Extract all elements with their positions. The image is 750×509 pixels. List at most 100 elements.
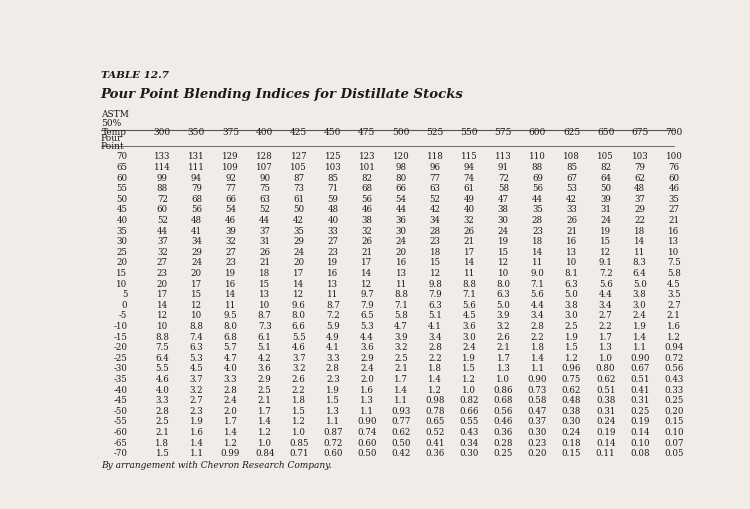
Text: 27: 27 <box>225 247 236 256</box>
Text: 16: 16 <box>225 279 236 288</box>
Text: 1.0: 1.0 <box>462 385 476 394</box>
Text: 66: 66 <box>225 194 236 203</box>
Text: 70: 70 <box>116 152 128 161</box>
Text: 16: 16 <box>395 258 406 267</box>
Text: 1.2: 1.2 <box>224 438 238 447</box>
Text: 21: 21 <box>566 226 577 235</box>
Text: 10: 10 <box>259 300 270 309</box>
Text: 37: 37 <box>634 194 645 203</box>
Text: 17: 17 <box>464 247 475 256</box>
Text: 12: 12 <box>293 290 304 299</box>
Text: 23: 23 <box>157 268 168 277</box>
Text: Point: Point <box>100 142 124 151</box>
Text: 3.5: 3.5 <box>667 290 681 299</box>
Text: 1.1: 1.1 <box>530 363 544 373</box>
Text: 23: 23 <box>532 226 543 235</box>
Text: 77: 77 <box>225 184 236 193</box>
Text: 1.1: 1.1 <box>326 416 340 426</box>
Text: 6.5: 6.5 <box>360 310 374 320</box>
Text: 32: 32 <box>157 247 168 256</box>
Text: 34: 34 <box>191 237 202 246</box>
Text: 24: 24 <box>600 215 611 224</box>
Text: 0.20: 0.20 <box>528 448 548 457</box>
Text: 5.6: 5.6 <box>530 290 544 299</box>
Text: 0.14: 0.14 <box>630 427 650 436</box>
Text: 90: 90 <box>259 173 270 182</box>
Text: 9.5: 9.5 <box>224 310 238 320</box>
Text: 4.4: 4.4 <box>360 332 374 341</box>
Text: 3.4: 3.4 <box>428 332 442 341</box>
Text: 8.0: 8.0 <box>224 321 238 330</box>
Text: 7.3: 7.3 <box>258 321 272 330</box>
Text: 3.7: 3.7 <box>292 353 305 362</box>
Text: 3.3: 3.3 <box>326 353 340 362</box>
Text: 5.5: 5.5 <box>155 363 170 373</box>
Text: 1.2: 1.2 <box>292 416 306 426</box>
Text: 0.77: 0.77 <box>392 416 411 426</box>
Text: 0.90: 0.90 <box>357 416 376 426</box>
Text: 15: 15 <box>600 237 611 246</box>
Text: 58: 58 <box>498 184 509 193</box>
Text: 35: 35 <box>293 226 304 235</box>
Text: 24: 24 <box>395 237 406 246</box>
Text: 425: 425 <box>290 127 308 136</box>
Text: 6.8: 6.8 <box>224 332 238 341</box>
Text: Pour Point Blending Indices for Distillate Stocks: Pour Point Blending Indices for Distilla… <box>100 88 464 101</box>
Text: 82: 82 <box>362 173 373 182</box>
Text: 2.2: 2.2 <box>428 353 442 362</box>
Text: 6.3: 6.3 <box>565 279 578 288</box>
Text: 1.1: 1.1 <box>360 406 374 415</box>
Text: -50: -50 <box>113 406 128 415</box>
Text: 50: 50 <box>116 194 128 203</box>
Text: 111: 111 <box>188 162 205 172</box>
Text: 675: 675 <box>631 127 649 136</box>
Text: 88: 88 <box>157 184 168 193</box>
Text: 0.15: 0.15 <box>664 416 683 426</box>
Text: 3.6: 3.6 <box>463 321 476 330</box>
Text: 17: 17 <box>157 290 168 299</box>
Text: 26: 26 <box>260 247 270 256</box>
Text: 5.3: 5.3 <box>360 321 374 330</box>
Text: 2.4: 2.4 <box>224 395 238 404</box>
Text: 4.1: 4.1 <box>428 321 442 330</box>
Text: 5: 5 <box>122 290 128 299</box>
Text: 0.05: 0.05 <box>664 448 683 457</box>
Text: 0.55: 0.55 <box>460 416 479 426</box>
Text: 1.9: 1.9 <box>190 416 203 426</box>
Text: 0.93: 0.93 <box>392 406 411 415</box>
Text: 1.5: 1.5 <box>326 395 340 404</box>
Text: 0.94: 0.94 <box>664 343 683 352</box>
Text: 27: 27 <box>157 258 168 267</box>
Text: 475: 475 <box>358 127 376 136</box>
Text: 33: 33 <box>566 205 577 214</box>
Text: 0.78: 0.78 <box>425 406 445 415</box>
Text: 16: 16 <box>668 226 680 235</box>
Text: 2.0: 2.0 <box>224 406 238 415</box>
Text: 5.0: 5.0 <box>565 290 578 299</box>
Text: 0.48: 0.48 <box>562 395 581 404</box>
Text: 115: 115 <box>460 152 478 161</box>
Text: 16: 16 <box>327 268 338 277</box>
Text: 20: 20 <box>116 258 128 267</box>
Text: 7.9: 7.9 <box>360 300 374 309</box>
Text: 73: 73 <box>293 184 304 193</box>
Text: 75: 75 <box>260 184 270 193</box>
Text: 2.1: 2.1 <box>667 310 681 320</box>
Text: 2.8: 2.8 <box>530 321 544 330</box>
Text: 7.2: 7.2 <box>598 268 613 277</box>
Text: 3.0: 3.0 <box>565 310 578 320</box>
Text: 450: 450 <box>324 127 341 136</box>
Text: 5.1: 5.1 <box>428 310 442 320</box>
Text: 0.51: 0.51 <box>630 374 650 383</box>
Text: 18: 18 <box>430 247 441 256</box>
Text: 41: 41 <box>190 226 202 235</box>
Text: 10: 10 <box>116 279 128 288</box>
Text: -55: -55 <box>113 416 128 426</box>
Text: 0.90: 0.90 <box>630 353 650 362</box>
Text: 14: 14 <box>225 290 236 299</box>
Text: 1.1: 1.1 <box>633 343 646 352</box>
Text: ASTM: ASTM <box>100 110 128 119</box>
Text: 35: 35 <box>532 205 543 214</box>
Text: 64: 64 <box>600 173 611 182</box>
Text: 1.4: 1.4 <box>258 416 272 426</box>
